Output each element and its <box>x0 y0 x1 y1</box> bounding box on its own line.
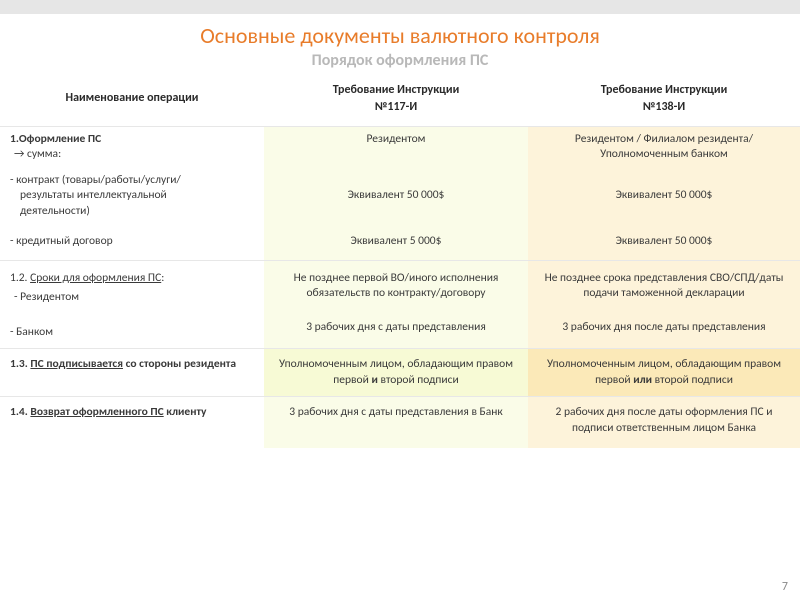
cell-138: 2 рабочих дня после даты оформления ПС и… <box>528 397 800 449</box>
cell-117: Резидентом <box>264 126 528 168</box>
header-col2-line2: №117-И <box>375 100 417 114</box>
table-row: 1.4. Возврат оформленного ПС клиенту 3 р… <box>0 397 800 449</box>
r3-c3b: или <box>633 373 652 387</box>
r1-l3b: результаты интеллектуальной <box>10 188 254 204</box>
page-subtitle: Порядок оформления ПС <box>0 51 800 76</box>
cell-138: Резидентом / Филиалом резидента/ Уполном… <box>528 126 800 168</box>
cell-117: 3 рабочих дня с даты представления <box>264 311 528 349</box>
r2-num: 1.2. <box>10 271 30 285</box>
header-col2-line1: Требование Инструкции <box>333 83 460 97</box>
r3-tail: со стороны резидента <box>123 357 236 371</box>
top-bar <box>0 0 800 14</box>
cell-117: Не позднее первой ВО/иного исполнения об… <box>264 260 528 311</box>
r1-title: 1.Оформление ПС <box>10 132 101 146</box>
table-row: - Банком 3 рабочих дня с даты представле… <box>0 311 800 349</box>
cell-op: 1.4. Возврат оформленного ПС клиенту <box>0 397 264 449</box>
r1-l3c: деятельности) <box>10 204 254 220</box>
header-col1: Наименование операции <box>0 76 264 126</box>
cell-op: 1.3. ПС подписывается со стороны резиден… <box>0 349 264 397</box>
header-col3: Требование Инструкции №138-И <box>528 76 800 126</box>
cell-117: 3 рабочих дня с даты представления в Бан… <box>264 397 528 449</box>
table-row: 1.2. Сроки для оформления ПС: - Резидент… <box>0 260 800 311</box>
table-row: - кредитный договор Эквивалент 5 000$ Эк… <box>0 224 800 260</box>
header-col2: Требование Инструкции №117-И <box>264 76 528 126</box>
table-row: 1.3. ПС подписывается со стороны резиден… <box>0 349 800 397</box>
r3-c3c: второй подписи <box>652 373 733 387</box>
header-col3-line1: Требование Инструкции <box>601 83 728 97</box>
cell-138: 3 рабочих дня после даты представления <box>528 311 800 349</box>
slide-number: 7 <box>782 580 788 594</box>
header-col3-line2: №138-И <box>643 100 685 114</box>
cell-117: Эквивалент 50 000$ <box>264 168 528 225</box>
r2-title: Сроки для оформления ПС <box>30 271 161 285</box>
cell-138: Эквивалент 50 000$ <box>528 168 800 225</box>
r4-title: Возврат оформленного ПС <box>30 405 163 419</box>
r3-title: ПС подписывается <box>30 357 123 371</box>
cell-op: 1.Оформление ПС → сумма: <box>0 126 264 168</box>
r1-l3a: - контракт (товары/работы/услуги/ <box>10 173 181 187</box>
cell-117: Уполномоченным лицом, обладающим правом … <box>264 349 528 397</box>
r1-c3a: Резидентом / Филиалом резидента/ <box>575 132 753 146</box>
cell-138: Уполномоченным лицом, обладающим правом … <box>528 349 800 397</box>
r2-resident: - Резидентом <box>10 290 254 306</box>
page-title: Основные документы валютного контроля <box>0 14 800 51</box>
r3-c2c: второй подписи <box>378 373 459 387</box>
table-row: - контракт (товары/работы/услуги/ резуль… <box>0 168 800 225</box>
r1-c3a2: Уполномоченным банком <box>600 147 728 161</box>
r4-tail: клиенту <box>164 405 207 419</box>
cell-op: - Банком <box>0 311 264 349</box>
cell-op: - кредитный договор <box>0 224 264 260</box>
cell-op: - контракт (товары/работы/услуги/ резуль… <box>0 168 264 225</box>
r3-num: 1.3. <box>10 357 30 371</box>
r4-num: 1.4. <box>10 405 30 419</box>
r2-colon: : <box>161 271 164 285</box>
cell-op: 1.2. Сроки для оформления ПС: - Резидент… <box>0 260 264 311</box>
cell-117: Эквивалент 5 000$ <box>264 224 528 260</box>
cell-138: Эквивалент 50 000$ <box>528 224 800 260</box>
table-header-row: Наименование операции Требование Инструк… <box>0 76 800 126</box>
comparison-table: Наименование операции Требование Инструк… <box>0 76 800 448</box>
table-row: 1.Оформление ПС → сумма: Резидентом Рези… <box>0 126 800 168</box>
r1-sum: → сумма: <box>10 147 254 163</box>
cell-138: Не позднее срока представления СВО/СПД/д… <box>528 260 800 311</box>
